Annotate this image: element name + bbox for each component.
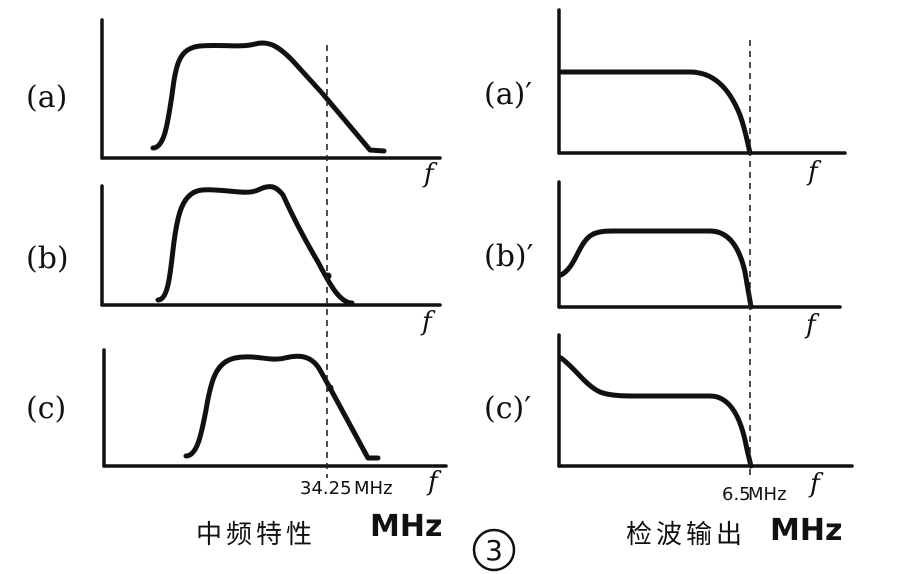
right-c-output-curve: [558, 355, 754, 469]
right-panel-b: (b)′ f: [484, 180, 842, 340]
left-c-response-curve: [183, 353, 381, 461]
right-caption: 检波输出: [626, 520, 746, 550]
left-c-label: (c): [26, 391, 66, 426]
right-panel-a: (a)′ f: [484, 8, 847, 187]
left-b-response-curve: [155, 184, 355, 306]
left-a-label: (a): [26, 80, 67, 115]
right-marker-unit: MHz: [748, 484, 787, 505]
left-caption-unit: MHz: [370, 509, 442, 544]
left-b-label: (b): [26, 241, 69, 276]
right-a-label: (a)′: [484, 77, 532, 112]
right-panel-c: (c)′ f: [484, 333, 854, 499]
left-marker-value: 34.25: [300, 478, 352, 499]
left-c-axis-label: f: [426, 467, 442, 497]
left-caption: 中频特性: [196, 520, 316, 550]
left-panel-c: (c) f: [26, 348, 448, 497]
right-c-label: (c)′: [484, 391, 531, 426]
left-marker-unit: MHz: [354, 478, 393, 499]
left-a-response-curve: [150, 40, 387, 154]
left-a-axis-label: f: [422, 159, 438, 189]
right-b-output-curve: [558, 228, 754, 310]
right-b-label: (b)′: [484, 239, 534, 274]
figure-number-circle: [472, 528, 516, 572]
right-b-axis-label: f: [804, 310, 820, 340]
right-a-output-curve: [558, 69, 753, 156]
right-marker-value: 6.5: [722, 484, 751, 505]
left-panel-b: (b) f: [26, 184, 442, 337]
left-panel-a: (a) f: [26, 18, 442, 189]
figure-number: 3: [485, 534, 503, 567]
left-b-marker-dot: [324, 272, 332, 280]
right-caption-unit: MHz: [770, 513, 842, 548]
right-c-axis-label: f: [808, 469, 824, 499]
left-b-axis-label: f: [420, 307, 436, 337]
right-a-axis-label: f: [806, 157, 822, 187]
left-c-marker-dot: [326, 384, 334, 392]
